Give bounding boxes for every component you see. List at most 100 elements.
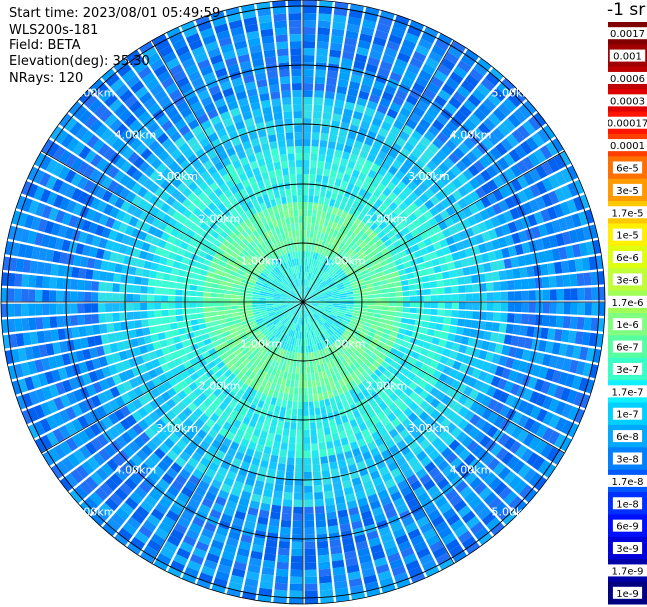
ray-gate bbox=[417, 240, 426, 250]
ray-gate bbox=[303, 111, 312, 119]
ray-gate bbox=[326, 278, 333, 285]
ray-gate bbox=[482, 117, 496, 131]
ray-gate bbox=[384, 47, 398, 58]
ray-gate bbox=[303, 408, 309, 416]
ray-gate bbox=[277, 554, 290, 563]
ray-gate bbox=[415, 468, 428, 480]
ray-gate bbox=[486, 385, 497, 398]
ray-gate bbox=[254, 480, 265, 489]
ray-gate bbox=[305, 310, 308, 318]
ray-gate bbox=[245, 410, 254, 419]
ray-gate bbox=[513, 479, 528, 495]
ray-gate bbox=[275, 427, 283, 436]
ray-gate bbox=[238, 497, 250, 507]
ray-gate bbox=[533, 326, 542, 339]
ray-gate bbox=[268, 170, 276, 179]
ray-gate bbox=[317, 308, 324, 313]
ray-gate bbox=[491, 353, 501, 365]
ray-gate bbox=[283, 421, 291, 430]
ray-gate bbox=[323, 377, 330, 385]
ray-gate bbox=[360, 291, 368, 296]
ray-gate bbox=[368, 327, 377, 334]
ray-gate bbox=[277, 391, 284, 400]
ray-gate bbox=[405, 118, 418, 130]
ray-gate bbox=[56, 290, 64, 302]
ray-gate bbox=[450, 457, 463, 470]
ray-gate bbox=[355, 337, 364, 344]
ray-gate bbox=[424, 199, 435, 210]
ray-gate bbox=[245, 293, 253, 297]
ray-gate bbox=[237, 444, 247, 455]
ray-gate bbox=[84, 280, 93, 291]
ray-gate bbox=[499, 405, 511, 418]
ray-gate bbox=[364, 359, 372, 368]
ray-gate bbox=[341, 243, 348, 252]
ray-gate bbox=[204, 317, 212, 323]
ray-gate bbox=[154, 302, 162, 310]
ray-gate bbox=[408, 202, 419, 212]
ray-gate bbox=[397, 479, 409, 491]
ray-gate bbox=[332, 264, 339, 271]
ray-gate bbox=[433, 330, 442, 338]
ray-gate bbox=[464, 491, 478, 504]
ray-gate bbox=[318, 371, 324, 380]
ray-gate bbox=[364, 457, 375, 467]
ray-gate bbox=[573, 196, 584, 212]
ray-gate bbox=[457, 185, 469, 198]
ray-gate bbox=[342, 443, 351, 453]
ray-gate bbox=[273, 596, 287, 604]
ray-gate bbox=[419, 153, 430, 165]
ray-gate bbox=[365, 283, 374, 289]
ray-gate bbox=[410, 228, 420, 238]
ray-gate bbox=[479, 209, 490, 221]
ray-gate bbox=[522, 201, 534, 215]
ray-gate bbox=[436, 316, 445, 324]
ray-gate bbox=[409, 88, 422, 100]
ray-gate bbox=[323, 105, 333, 114]
ray-gate bbox=[348, 577, 363, 588]
ray-gate bbox=[352, 312, 360, 317]
ray-gate bbox=[366, 100, 378, 111]
ray-gate bbox=[452, 360, 462, 371]
ray-gate bbox=[274, 405, 281, 414]
ray-gate bbox=[316, 343, 322, 351]
ray-gate bbox=[296, 317, 299, 325]
ray-gate bbox=[451, 310, 459, 318]
ray-gate bbox=[548, 430, 561, 445]
ray-gate bbox=[281, 378, 287, 387]
ray-gate bbox=[315, 379, 321, 387]
ray-gate bbox=[182, 302, 190, 309]
ray-gate bbox=[303, 359, 307, 367]
ray-gate bbox=[551, 138, 564, 153]
ray-gate bbox=[357, 212, 366, 221]
ray-gate bbox=[311, 304, 319, 308]
ray-gate bbox=[321, 413, 328, 422]
ray-gate bbox=[309, 281, 314, 288]
ray-gate bbox=[314, 90, 324, 98]
ray-gate bbox=[547, 383, 558, 397]
ray-gate bbox=[365, 315, 374, 321]
ray-gate bbox=[210, 302, 218, 307]
ray-gate bbox=[502, 98, 517, 113]
ray-gate bbox=[510, 164, 523, 178]
ray-gate bbox=[189, 313, 198, 320]
ray-gate bbox=[196, 313, 205, 319]
ray-gate bbox=[338, 217, 345, 226]
ray-gate bbox=[316, 246, 321, 254]
ray-gate bbox=[378, 526, 392, 537]
ray-gate bbox=[354, 194, 363, 203]
ray-gate bbox=[306, 258, 310, 266]
ray-gate bbox=[392, 527, 406, 539]
ray-gate bbox=[450, 277, 459, 286]
ray-gate bbox=[501, 247, 511, 259]
ray-gate bbox=[584, 209, 595, 224]
ray-gate bbox=[581, 257, 591, 271]
ray-gate bbox=[563, 302, 571, 315]
ray-gate bbox=[524, 488, 538, 503]
ray-gate bbox=[494, 226, 505, 238]
ray-gate bbox=[414, 360, 424, 369]
ray-gate bbox=[381, 472, 393, 483]
ray-gate bbox=[474, 526, 489, 541]
ray-gate bbox=[297, 352, 301, 360]
ray-gate bbox=[407, 25, 422, 38]
